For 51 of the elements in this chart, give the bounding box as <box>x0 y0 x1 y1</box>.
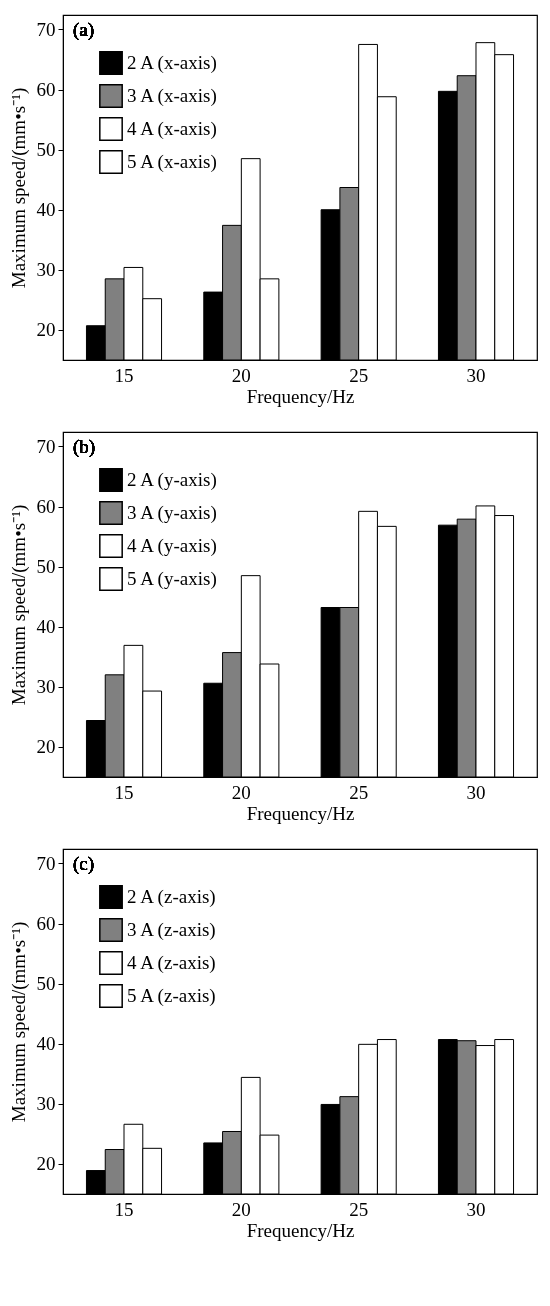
x-tick-label: 15 <box>114 781 134 803</box>
y-tick-label: 70 <box>36 435 56 457</box>
y-tick-label: 70 <box>36 18 56 40</box>
y-axis-title: Maximum speed/(mm•s⁻¹) <box>7 87 30 289</box>
legend-label: 3 A (z-axis) <box>127 919 216 941</box>
legend-label: 5 A (x-axis) <box>127 151 217 173</box>
x-tick-label: 25 <box>349 1198 369 1220</box>
y-tick-label: 30 <box>36 259 56 281</box>
x-tick-label: 30 <box>466 364 486 386</box>
legend-label: 2 A (y-axis) <box>127 469 217 491</box>
x-tick-label: 25 <box>349 781 369 803</box>
legend-label: 4 A (x-axis) <box>127 118 217 140</box>
legend-label: 2 A (x-axis) <box>127 52 217 74</box>
x-tick-label: 30 <box>466 1198 486 1220</box>
x-axis-title: Frequency/Hz <box>246 802 355 824</box>
y-tick-label: 20 <box>36 736 56 758</box>
legend-label: 4 A (y-axis) <box>127 535 217 557</box>
x-tick-label: 25 <box>349 364 369 386</box>
x-tick-label: 20 <box>231 781 251 803</box>
x-tick-label: 20 <box>231 1198 251 1220</box>
y-tick-label: 70 <box>36 852 56 874</box>
legend-label: 2 A (z-axis) <box>127 886 216 908</box>
legend-label: 5 A (z-axis) <box>127 985 216 1007</box>
y-tick-label: 50 <box>36 556 56 578</box>
x-tick-label: 15 <box>114 1198 134 1220</box>
y-tick-label: 50 <box>36 139 56 161</box>
y-tick-label: 40 <box>36 1033 56 1055</box>
legend-label: 4 A (z-axis) <box>127 952 216 974</box>
annotation: (b) <box>73 436 96 458</box>
y-tick-label: 30 <box>36 676 56 698</box>
y-tick-label: 20 <box>36 319 56 341</box>
y-tick-label: 20 <box>36 1153 56 1175</box>
x-axis-title: Frequency/Hz <box>246 1219 355 1241</box>
y-tick-label: 60 <box>36 496 56 518</box>
y-tick-label: 30 <box>36 1093 56 1115</box>
y-tick-label: 40 <box>36 616 56 638</box>
y-tick-label: 50 <box>36 973 56 995</box>
y-tick-label: 60 <box>36 913 56 935</box>
annotation: (c) <box>73 853 95 875</box>
legend-label: 3 A (y-axis) <box>127 502 217 524</box>
y-tick-label: 60 <box>36 79 56 101</box>
y-tick-label: 40 <box>36 199 56 221</box>
x-tick-label: 30 <box>466 781 486 803</box>
annotation: (a) <box>73 19 95 41</box>
legend-label: 3 A (x-axis) <box>127 85 217 107</box>
legend-label: 5 A (y-axis) <box>127 568 217 590</box>
y-axis-title: Maximum speed/(mm•s⁻¹) <box>7 921 30 1123</box>
x-axis-title: Frequency/Hz <box>246 385 355 407</box>
x-tick-label: 20 <box>231 364 251 386</box>
y-axis-title: Maximum speed/(mm•s⁻¹) <box>7 504 30 706</box>
x-tick-label: 15 <box>114 364 134 386</box>
